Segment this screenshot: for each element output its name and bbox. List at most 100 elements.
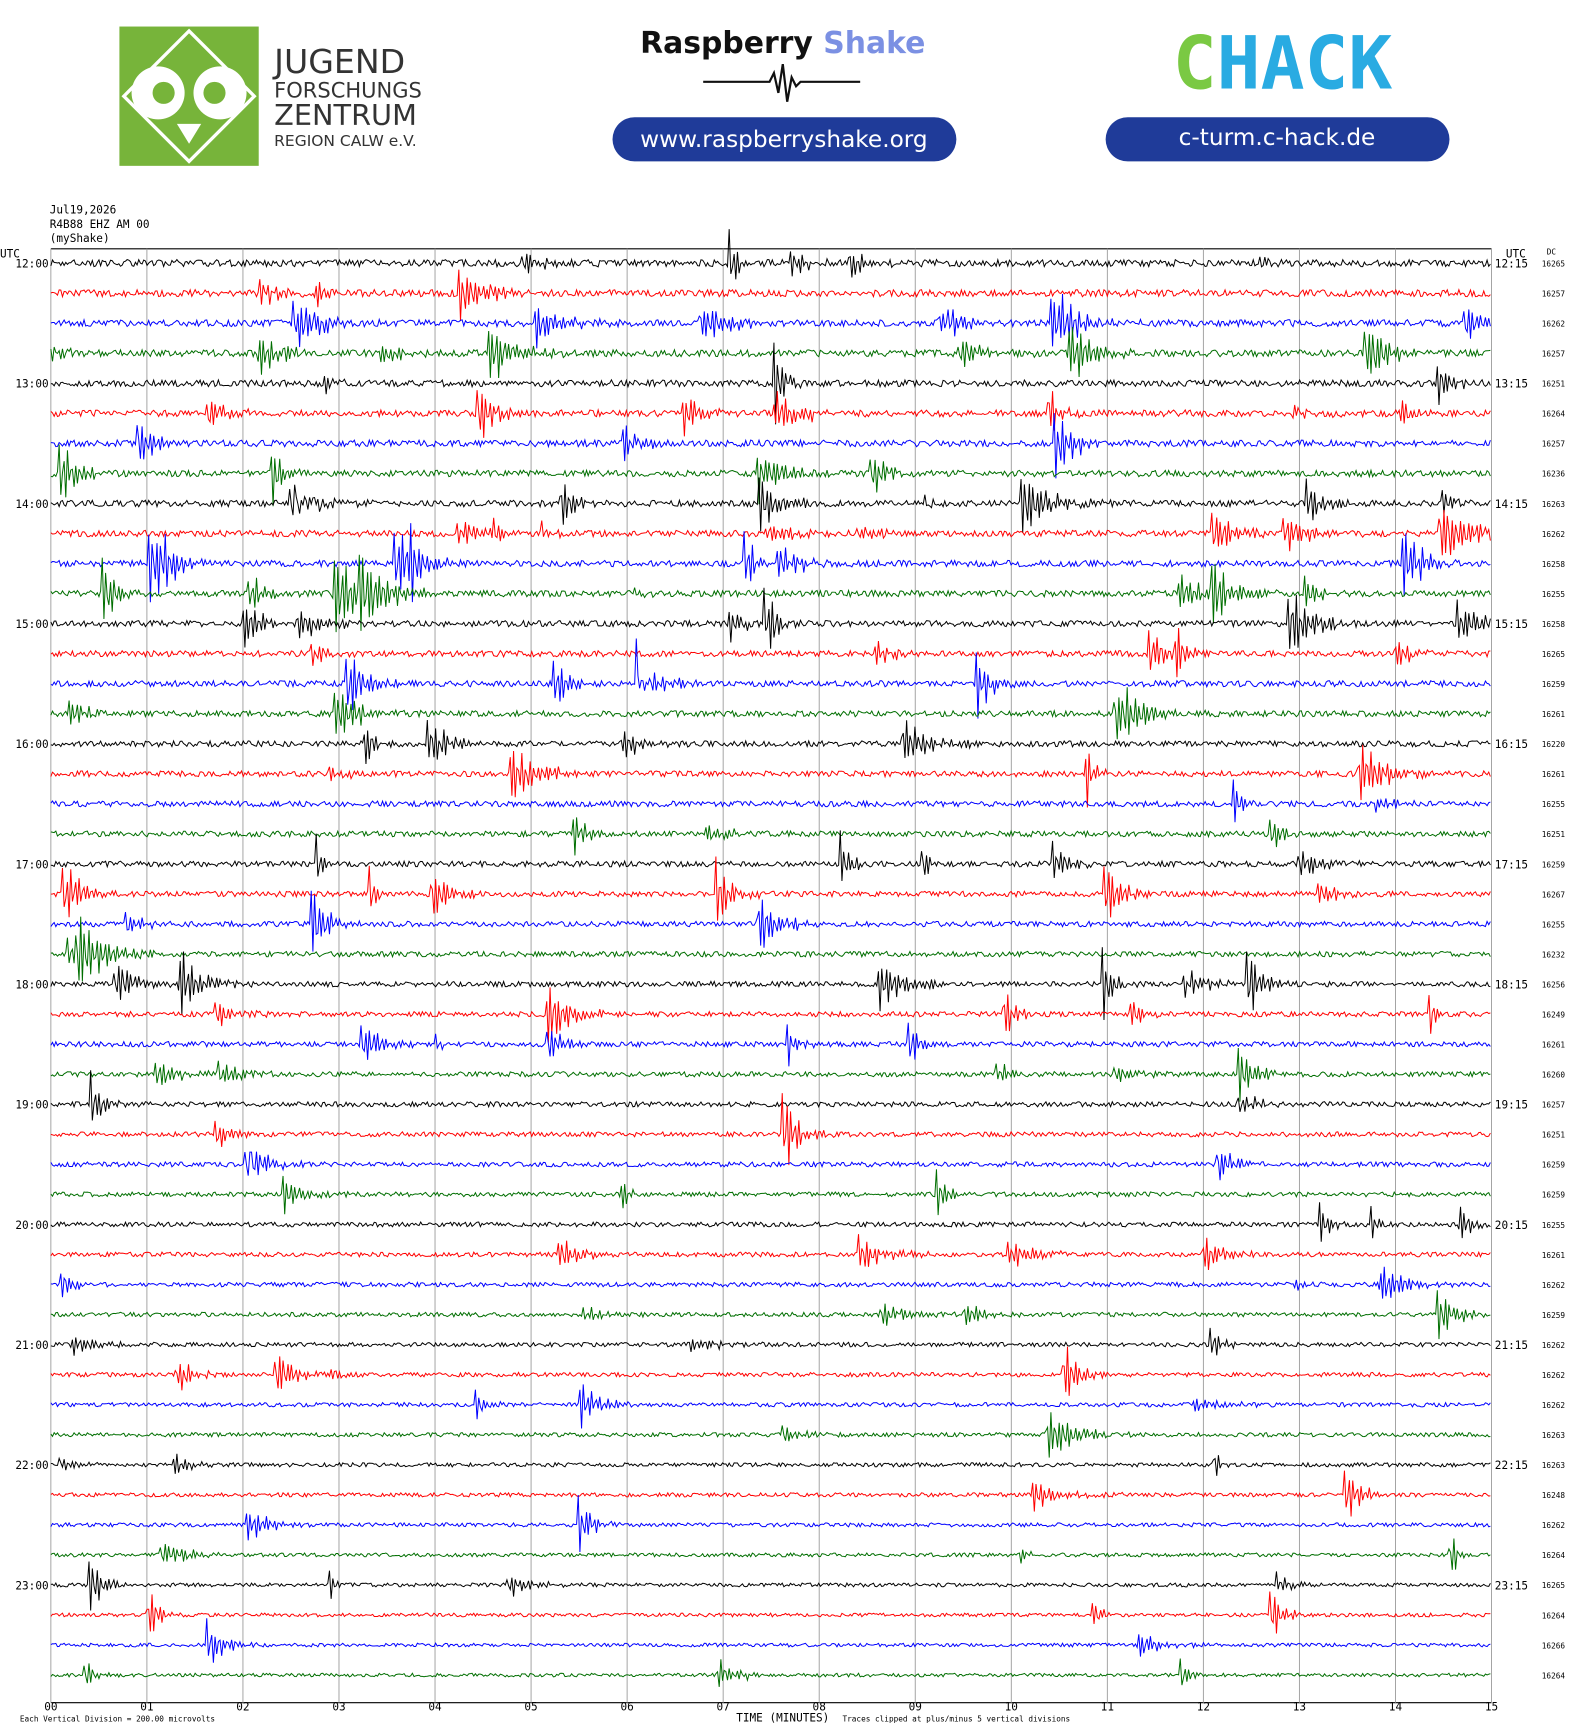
dc-value: 16265 xyxy=(1542,1581,1566,1590)
trace xyxy=(50,587,1491,649)
trace xyxy=(50,1327,1491,1356)
trace xyxy=(50,509,1491,556)
row-label-left: 17:00 xyxy=(15,858,48,871)
dc-value: 16257 xyxy=(1542,290,1566,299)
dc-value: 16255 xyxy=(1542,590,1566,599)
dc-value: 16251 xyxy=(1542,830,1566,839)
trace xyxy=(50,719,1491,765)
dc-value: 16236 xyxy=(1542,470,1566,479)
row-label-right: 18:15 xyxy=(1495,979,1528,992)
x-tick-label: 14 xyxy=(1389,1700,1403,1713)
dc-value: 16267 xyxy=(1542,890,1566,899)
x-tick-label: 00 xyxy=(44,1700,57,1713)
dc-value: 16259 xyxy=(1542,1311,1566,1320)
dc-value: 16261 xyxy=(1542,1251,1566,1260)
scale-note: Each Vertical Division = 200.00 microvol… xyxy=(20,1714,215,1723)
source: (myShake) xyxy=(50,232,110,245)
trace xyxy=(50,229,1491,280)
logo-line: JUGEND xyxy=(272,42,405,81)
dc-value: 16263 xyxy=(1542,500,1566,509)
url-pill[interactable] xyxy=(1105,117,1450,162)
owl-logo xyxy=(119,26,259,166)
trace xyxy=(50,1151,1491,1181)
row-label-left: 21:00 xyxy=(15,1339,48,1352)
logo-part: HACK xyxy=(1217,21,1393,106)
trace xyxy=(50,947,1491,1020)
row-label-right: 13:15 xyxy=(1495,378,1528,391)
trace xyxy=(50,477,1491,534)
trace xyxy=(50,1538,1491,1570)
x-tick-label: 13 xyxy=(1293,1700,1306,1713)
trace xyxy=(50,1093,1491,1166)
trace xyxy=(50,830,1491,882)
x-tick-label: 08 xyxy=(813,1700,826,1713)
dc-value: 16263 xyxy=(1542,1461,1566,1470)
plot-info: Jul19,2026 R4B88 EHZ AM 00 (myShake) UTC… xyxy=(0,203,1556,1724)
url[interactable]: www.raspberryshake.org xyxy=(640,126,927,153)
dc-value: 16251 xyxy=(1542,1131,1566,1140)
station: R4B88 EHZ AM 00 xyxy=(50,218,150,231)
trace xyxy=(50,1290,1491,1340)
trace xyxy=(50,627,1491,678)
x-tick-label: 11 xyxy=(1101,1700,1114,1713)
trace xyxy=(50,413,1491,479)
row-label-left: 14:00 xyxy=(15,498,48,511)
trace xyxy=(50,1658,1491,1687)
row-label-right: 12:15 xyxy=(1495,258,1528,271)
dc-value: 16262 xyxy=(1542,1341,1565,1350)
trace xyxy=(50,1453,1491,1476)
dc-value: 16257 xyxy=(1542,350,1566,359)
x-tick-label: 01 xyxy=(140,1700,153,1713)
row-label-left: 19:00 xyxy=(15,1099,48,1112)
row-label-left: 15:00 xyxy=(15,618,48,631)
trace xyxy=(50,1022,1491,1067)
url-pill[interactable] xyxy=(612,117,957,162)
x-tick-label: 15 xyxy=(1485,1700,1498,1713)
logo-line: FORSCHUNGS xyxy=(274,78,422,102)
dc-value: 16258 xyxy=(1542,620,1566,629)
row-label-right: 15:15 xyxy=(1495,618,1528,631)
x-tick-label: 09 xyxy=(909,1700,922,1713)
dc-value: 16259 xyxy=(1542,680,1566,689)
right-axis-title: UTC xyxy=(1506,248,1526,261)
chack-logo: CHACK xyxy=(1173,21,1393,106)
trace xyxy=(50,1169,1491,1216)
trace xyxy=(50,1561,1491,1611)
owl-pupil xyxy=(152,81,175,104)
owl-pupil xyxy=(203,81,226,104)
trace xyxy=(50,293,1491,349)
row-label-left: 16:00 xyxy=(15,738,48,751)
dc-value: 16262 xyxy=(1542,1521,1565,1530)
x-tick-label: 07 xyxy=(717,1700,730,1713)
trace xyxy=(50,1412,1491,1458)
trace xyxy=(50,1618,1491,1663)
dc-value: 16258 xyxy=(1542,560,1566,569)
logo-line: ZENTRUM xyxy=(274,98,417,132)
trace xyxy=(50,444,1491,507)
x-tick-label: 06 xyxy=(620,1700,633,1713)
x-axis-title: TIME (MINUTES) xyxy=(736,1711,829,1724)
logo-line: REGION CALW e.V. xyxy=(274,132,416,150)
row-label-right: 20:15 xyxy=(1495,1219,1528,1232)
dc-value: 16264 xyxy=(1542,410,1566,419)
trace xyxy=(50,327,1491,379)
brand: Raspberry Shake xyxy=(640,26,925,61)
trace xyxy=(50,1266,1491,1299)
trace xyxy=(50,1234,1491,1270)
clip-note: Traces clipped at plus/minus 5 vertical … xyxy=(842,1714,1070,1723)
dc-value: 16261 xyxy=(1542,1041,1566,1050)
traces xyxy=(50,229,1491,1687)
trace xyxy=(50,779,1491,823)
dc-value: 16260 xyxy=(1542,1071,1566,1080)
dc-value: 16262 xyxy=(1542,1281,1565,1290)
logo-part: C xyxy=(1173,21,1217,106)
dc-value: 16255 xyxy=(1542,800,1566,809)
trace xyxy=(50,1591,1491,1634)
row-label-right: 23:15 xyxy=(1495,1579,1528,1592)
url[interactable]: c-turm.c-hack.de xyxy=(1179,124,1376,151)
logo-text: JUGEND FORSCHUNGS ZENTRUM REGION CALW e.… xyxy=(272,42,422,150)
dc-value: 16249 xyxy=(1542,1010,1566,1019)
dc-value: 16265 xyxy=(1542,259,1566,268)
